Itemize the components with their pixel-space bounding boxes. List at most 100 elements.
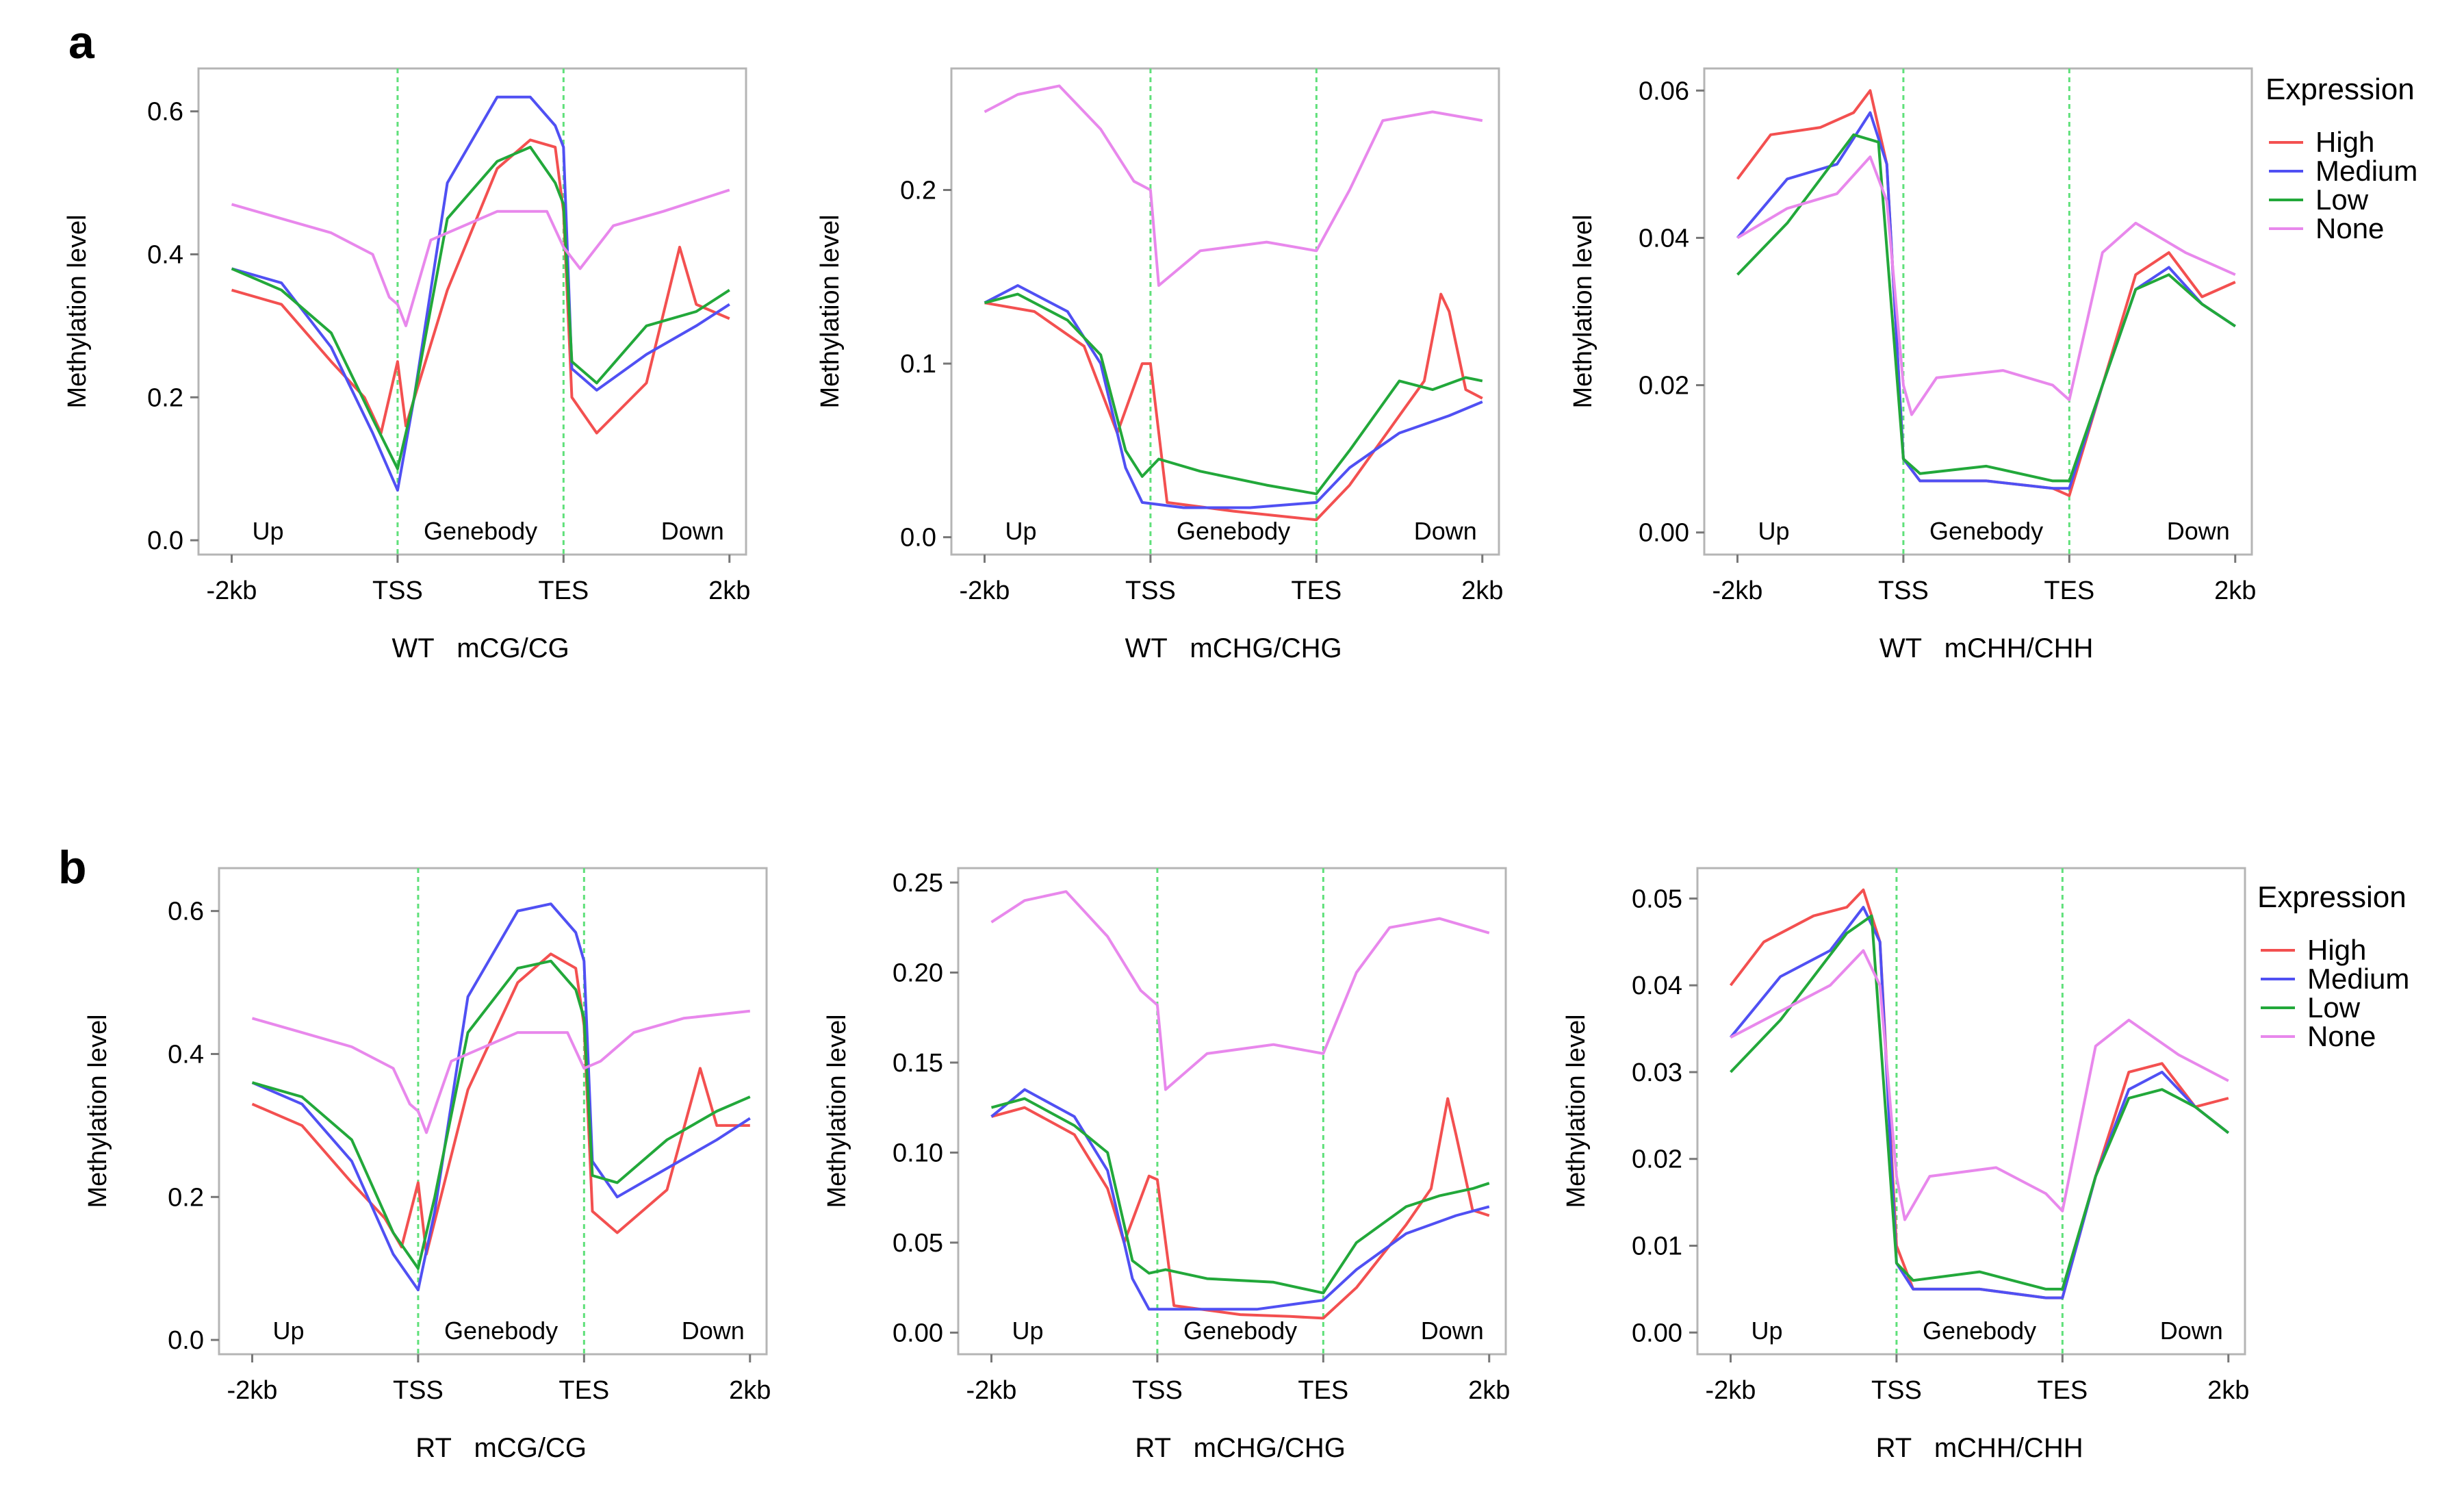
x-axis-label: RT mCG/CG: [415, 1433, 587, 1463]
plot-frame: [1703, 67, 2253, 556]
x-axis-label: RT mCHG/CHG: [1135, 1433, 1345, 1463]
y-tick-label: 0.03: [1632, 1058, 1682, 1087]
region-label-genebody: Genebody: [444, 1317, 558, 1345]
series-line-none: [1730, 949, 2229, 1221]
region-label-genebody: Genebody: [1929, 517, 2043, 545]
series-line-none: [251, 1009, 751, 1134]
region-label-up: Up: [1751, 1317, 1782, 1345]
y-tick-label: 0.25: [893, 869, 943, 898]
x-axis-label: RT mCHH/CHH: [1876, 1433, 2083, 1463]
y-tick-label: 0.2: [147, 383, 183, 412]
region-label-up: Up: [1012, 1317, 1043, 1345]
x-tick-label: TSS: [393, 1376, 444, 1405]
y-tick-label: 0.04: [1639, 224, 1689, 253]
plot-frame: [218, 867, 768, 1356]
x-tick-label: -2kb: [207, 576, 257, 605]
y-tick-label: 0.6: [147, 98, 183, 127]
region-label-genebody: Genebody: [424, 517, 537, 545]
x-axis-label: WT mCG/CG: [392, 633, 569, 663]
y-tick-label: 0.0: [168, 1326, 204, 1355]
x-tick-label: 2kb: [708, 576, 750, 605]
chart-1: 0.0 0.2 0.4 0.6 -2kb TSS TES 2kb Up Genebody Down M…: [63, 67, 750, 663]
x-tick-label: TSS: [372, 576, 423, 605]
series-line-high: [984, 292, 1483, 522]
y-tick-label: 0.4: [168, 1040, 204, 1069]
x-tick-label: 2kb: [1468, 1376, 1510, 1405]
chart-5: 0.00 0.05 0.10 0.15 0.20 0.25 -2kb TSS TES 2kb Up G…: [823, 867, 1510, 1463]
region-label-genebody: Genebody: [1177, 517, 1290, 545]
y-tick-label: 0.1: [900, 350, 936, 379]
chart-2: 0.0 0.1 0.2 -2kb TSS TES 2kb Up Genebody Down Meth…: [816, 67, 1503, 663]
legend-label-low: Low: [2307, 991, 2361, 1024]
plot-frame: [1696, 867, 2246, 1356]
x-tick-label: 2kb: [2207, 1376, 2249, 1405]
region-label-genebody: Genebody: [1183, 1317, 1297, 1345]
x-axis-label: WT mCHH/CHH: [1879, 633, 2094, 663]
y-axis-label: Methylation level: [1569, 214, 1597, 408]
series-line-none: [984, 84, 1483, 287]
chart-6: 0.00 0.01 0.02 0.03 0.04 0.05 -2kb TSS TES 2kb Up G…: [1562, 867, 2249, 1463]
series-line-medium: [1729, 906, 2230, 1299]
y-tick-label: 0.0: [147, 526, 183, 555]
legend-panel-a: Expression High Medium Low None: [2266, 73, 2417, 244]
series-line-medium: [1736, 111, 2236, 490]
x-tick-label: TSS: [1871, 1376, 1922, 1405]
series-line-low: [990, 1097, 1490, 1295]
y-axis-label: Methylation level: [63, 214, 92, 408]
y-tick-label: 0.2: [168, 1183, 204, 1212]
series-line-none: [231, 188, 730, 327]
y-tick-label: 0.0: [900, 524, 936, 553]
x-tick-label: -2kb: [1712, 576, 1763, 605]
legend-label-low: Low: [2315, 183, 2369, 216]
y-tick-label: 0.02: [1632, 1145, 1682, 1174]
x-tick-label: 2kb: [1461, 576, 1503, 605]
y-axis-label: Methylation level: [823, 1014, 851, 1208]
y-tick-label: 0.20: [893, 959, 943, 988]
region-label-down: Down: [1421, 1317, 1484, 1345]
series-line-low: [1730, 914, 2230, 1291]
plot-frame: [957, 867, 1507, 1356]
chart-3: 0.00 0.02 0.04 0.06 -2kb TSS TES 2kb Up Genebody D…: [1569, 67, 2256, 663]
legend-title: Expression: [2257, 880, 2407, 914]
legend-label-medium: Medium: [2307, 963, 2409, 995]
region-label-down: Down: [682, 1317, 745, 1345]
x-tick-label: -2kb: [966, 1376, 1017, 1405]
legend-label-none: None: [2307, 1020, 2376, 1052]
y-tick-label: 0.05: [1632, 885, 1682, 913]
x-tick-label: TES: [2037, 1376, 2088, 1405]
x-tick-label: TES: [538, 576, 589, 605]
region-label-down: Down: [1414, 517, 1477, 545]
y-tick-label: 0.6: [168, 898, 204, 926]
plot-frame: [197, 67, 747, 556]
x-tick-label: TES: [1291, 576, 1342, 605]
series-line-high: [1729, 888, 2229, 1299]
y-tick-label: 0.4: [147, 240, 183, 269]
y-tick-label: 0.00: [1632, 1319, 1682, 1347]
legend-label-none: None: [2315, 212, 2384, 244]
region-label-genebody: Genebody: [1923, 1317, 2036, 1345]
x-tick-label: -2kb: [227, 1376, 278, 1405]
x-axis-label: WT mCHG/CHG: [1125, 633, 1342, 663]
y-tick-label: 0.00: [893, 1319, 943, 1347]
y-tick-label: 0.01: [1632, 1232, 1682, 1261]
y-tick-label: 0.10: [893, 1139, 943, 1167]
series-line-low: [251, 959, 751, 1270]
legend-label-medium: Medium: [2315, 155, 2417, 187]
region-label-down: Down: [2160, 1317, 2223, 1345]
series-line-low: [231, 145, 730, 470]
x-tick-label: 2kb: [729, 1376, 771, 1405]
region-label-up: Up: [252, 517, 283, 545]
region-label-down: Down: [661, 517, 724, 545]
x-tick-label: 2kb: [2214, 576, 2256, 605]
panel-label-b: b: [58, 841, 87, 893]
legend-label-high: High: [2315, 126, 2374, 158]
x-tick-label: -2kb: [1706, 1376, 1756, 1405]
region-label-up: Up: [1758, 517, 1789, 545]
region-label-up: Up: [1005, 517, 1036, 545]
x-tick-label: -2kb: [960, 576, 1010, 605]
series-line-medium: [984, 284, 1483, 509]
x-tick-label: TSS: [1125, 576, 1176, 605]
y-axis-label: Methylation level: [816, 214, 845, 408]
series-line-high: [1736, 89, 2236, 497]
